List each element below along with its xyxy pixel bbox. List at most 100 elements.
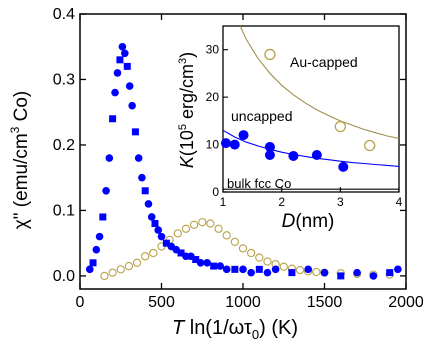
- main-data-point: [386, 269, 394, 277]
- main-x-axis-label: T ln(1/ωτ0) (K): [172, 317, 298, 342]
- main-data-point: [304, 265, 313, 274]
- main-x-tick-label: 2000: [388, 294, 424, 311]
- main-data-point-open: [295, 265, 305, 275]
- main-data-point-open: [255, 253, 264, 262]
- main-data-point: [263, 268, 272, 277]
- main-data-point: [337, 272, 345, 280]
- main-data-point: [128, 101, 136, 110]
- inset-uncapped-point: [311, 150, 322, 161]
- main-y-tick-label: 0.3: [53, 71, 75, 88]
- main-data-point: [216, 262, 224, 270]
- main-data-point-open: [108, 268, 117, 277]
- inset-uncapped-point: [288, 150, 299, 161]
- main-data-point: [271, 265, 280, 274]
- main-data-point: [353, 268, 361, 277]
- main-data-point: [203, 259, 211, 267]
- main-data-point: [154, 226, 163, 234]
- main-data-point: [113, 69, 122, 77]
- inset-y-tick-label: 20: [206, 90, 220, 104]
- inset-y-tick-label: 30: [206, 43, 220, 57]
- main-x-tick-label: 0: [76, 294, 85, 311]
- main-x-tick-label: 500: [148, 294, 175, 311]
- main-plot: 0 500 1000 1500 2000 0.0 0.1 0.2 0.3 0.4 T ln(1/ω…: [8, 6, 424, 342]
- main-data-point-open: [238, 244, 248, 253]
- main-data-point: [288, 269, 296, 277]
- main-data-point-open: [173, 229, 182, 238]
- main-data-point-open: [189, 220, 199, 229]
- main-data-point-open: [312, 267, 321, 277]
- main-y-tick-label: 0.2: [53, 137, 75, 154]
- main-data-point: [121, 49, 129, 58]
- main-x-tick-label: 1500: [307, 294, 343, 311]
- main-data-point: [231, 265, 239, 273]
- main-data-point: [118, 42, 127, 51]
- main-data-point-open: [206, 219, 215, 228]
- main-data-point: [177, 249, 185, 257]
- main-data-point-open: [279, 262, 288, 271]
- inset-x-axis-label: D(nm): [282, 211, 335, 232]
- main-data-point: [111, 88, 119, 97]
- inset-data-points: [220, 48, 376, 172]
- main-data-point-open: [181, 224, 191, 233]
- inset-uncapped-point: [220, 138, 231, 149]
- inset-au-capped-point: [264, 48, 276, 61]
- main-data-point: [131, 128, 139, 136]
- main-data-point-open: [132, 258, 142, 267]
- main-data-point-open: [222, 231, 231, 240]
- main-data-point: [394, 265, 402, 274]
- inset-x-tick-label: 3: [337, 195, 344, 209]
- main-y-tick-label: 0.4: [53, 6, 75, 23]
- inset-uncapped-point: [264, 141, 275, 152]
- inset-au-capped-fit-line: [239, 26, 399, 139]
- annotation-uncapped: uncapped: [231, 108, 293, 124]
- annotation-bulk-fcc-co: bulk fcc Co: [227, 176, 291, 191]
- main-data-point-open: [263, 257, 272, 266]
- main-data-point: [116, 56, 124, 64]
- main-data-point: [141, 187, 149, 195]
- main-data-point-open: [100, 271, 109, 281]
- inset-axis-ticks: 1 2 3 4 0 10 20 30: [206, 43, 403, 209]
- inset-plot: 1 2 3 4 0 10 20 30 Au-capped uncapped bulk fcc …: [177, 25, 403, 232]
- main-x-tick-label: 1000: [225, 294, 261, 311]
- inset-uncapped-point: [338, 161, 349, 172]
- main-data-points: [85, 42, 402, 281]
- inset-uncapped-point: [238, 130, 249, 141]
- main-y-tick-label: 0.1: [53, 202, 75, 219]
- main-data-point: [151, 220, 159, 228]
- main-data-point: [95, 232, 104, 241]
- main-y-axis-label: χ" (emu/cm3 Co): [8, 91, 32, 229]
- main-data-point: [123, 62, 131, 70]
- main-data-point: [247, 268, 255, 277]
- main-data-point: [157, 232, 166, 241]
- main-data-point-open: [230, 237, 239, 247]
- inset-y-tick-label: 0: [212, 185, 219, 199]
- main-data-point: [92, 245, 101, 254]
- main-data-point: [85, 265, 94, 274]
- annotation-au-capped: Au-capped: [290, 54, 358, 70]
- main-data-point: [144, 200, 153, 208]
- main-data-point: [210, 262, 218, 270]
- inset-au-capped-point: [364, 139, 376, 152]
- main-data-point: [99, 213, 107, 221]
- main-data-point-open: [141, 252, 150, 261]
- main-data-point: [105, 154, 114, 162]
- inset-x-tick-label: 4: [396, 195, 403, 209]
- inset-x-tick-label: 1: [220, 195, 227, 209]
- main-data-point: [134, 154, 143, 162]
- main-axis-ticks: 0 500 1000 1500 2000 0.0 0.1 0.2 0.3 0.4: [53, 6, 424, 311]
- main-data-point: [255, 265, 263, 273]
- main-data-point-open: [246, 248, 256, 258]
- main-data-point-open: [116, 265, 125, 274]
- main-data-point: [102, 186, 110, 195]
- main-data-point: [162, 239, 170, 247]
- main-data-point: [369, 272, 378, 280]
- inset-uncapped-fit-line: [223, 129, 399, 167]
- main-data-point-open: [149, 248, 158, 258]
- main-data-point-open: [214, 224, 223, 233]
- inset-y-axis-label: K(105 erg/cm3): [177, 52, 197, 168]
- main-data-point-open: [198, 218, 207, 227]
- main-y-tick-label: 0.0: [53, 268, 75, 285]
- main-data-point: [196, 259, 205, 267]
- main-data-point: [109, 115, 117, 123]
